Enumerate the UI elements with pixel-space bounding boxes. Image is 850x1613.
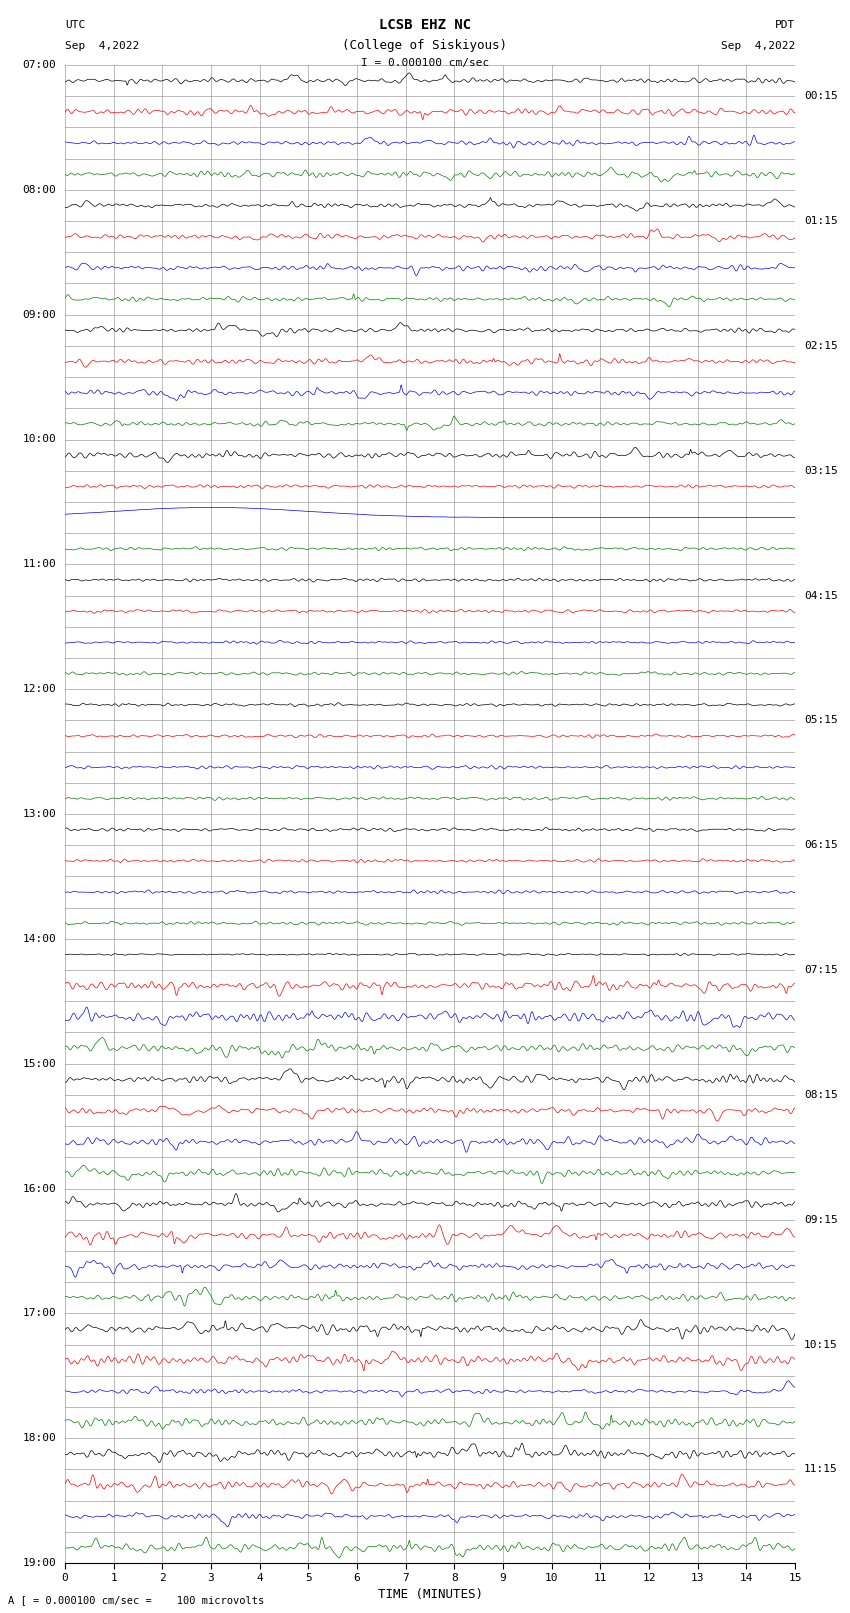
Text: 09:00: 09:00 — [22, 310, 56, 319]
Text: 14:00: 14:00 — [22, 934, 56, 944]
Text: 07:15: 07:15 — [804, 965, 837, 974]
Text: 17:00: 17:00 — [22, 1308, 56, 1318]
Text: 05:15: 05:15 — [804, 716, 837, 726]
Text: 08:00: 08:00 — [22, 185, 56, 195]
Text: (College of Siskiyous): (College of Siskiyous) — [343, 39, 507, 52]
Text: Sep  4,2022: Sep 4,2022 — [65, 40, 139, 50]
Text: Sep  4,2022: Sep 4,2022 — [721, 40, 795, 50]
Text: 10:15: 10:15 — [804, 1339, 837, 1350]
Text: LCSB EHZ NC: LCSB EHZ NC — [379, 18, 471, 32]
Text: 19:00: 19:00 — [22, 1558, 56, 1568]
Text: 16:00: 16:00 — [22, 1184, 56, 1194]
Text: 06:15: 06:15 — [804, 840, 837, 850]
Text: PDT: PDT — [774, 19, 795, 29]
Text: A [ = 0.000100 cm/sec =    100 microvolts: A [ = 0.000100 cm/sec = 100 microvolts — [8, 1595, 264, 1605]
X-axis label: TIME (MINUTES): TIME (MINUTES) — [377, 1587, 483, 1600]
Text: UTC: UTC — [65, 19, 85, 29]
Text: 07:00: 07:00 — [22, 60, 56, 69]
Text: 00:15: 00:15 — [804, 92, 837, 102]
Text: 04:15: 04:15 — [804, 590, 837, 600]
Text: 10:00: 10:00 — [22, 434, 56, 445]
Text: 03:15: 03:15 — [804, 466, 837, 476]
Text: 01:15: 01:15 — [804, 216, 837, 226]
Text: 12:00: 12:00 — [22, 684, 56, 694]
Text: 18:00: 18:00 — [22, 1434, 56, 1444]
Text: 11:15: 11:15 — [804, 1465, 837, 1474]
Text: 02:15: 02:15 — [804, 340, 837, 352]
Text: 15:00: 15:00 — [22, 1058, 56, 1069]
Text: 09:15: 09:15 — [804, 1215, 837, 1224]
Text: I = 0.000100 cm/sec: I = 0.000100 cm/sec — [361, 58, 489, 68]
Text: 13:00: 13:00 — [22, 810, 56, 819]
Text: 11:00: 11:00 — [22, 560, 56, 569]
Text: 08:15: 08:15 — [804, 1090, 837, 1100]
